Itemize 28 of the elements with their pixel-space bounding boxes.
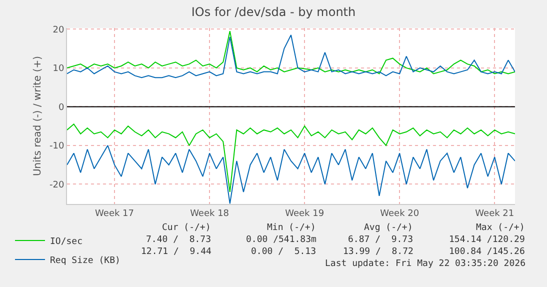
text: 13.99 / 8.72 xyxy=(343,247,414,257)
y-tick-label: 20 xyxy=(52,25,64,36)
text: 0.00 /541.83m xyxy=(246,235,316,245)
y-tick-label: 0 xyxy=(58,102,64,113)
x-tick-label: Week 20 xyxy=(380,208,420,219)
text: 0.00 / 5.13 xyxy=(251,247,316,257)
x-tick-label: Week 17 xyxy=(95,208,134,219)
text: Avg (-/+) xyxy=(364,223,413,233)
text: Max (-/+) xyxy=(476,223,525,233)
text: Last update: Fri May 22 03:35:20 2026 xyxy=(325,259,526,269)
x-tick-label: Week 19 xyxy=(285,208,324,219)
x-tick-label: Week 21 xyxy=(475,208,514,219)
y-axis-title: Units read (-) / write (+) xyxy=(32,56,44,176)
text: Min (-/+) xyxy=(267,223,316,233)
y-tick-label: 10 xyxy=(52,64,64,74)
y-tick-label: -10 xyxy=(49,142,64,152)
line-series xyxy=(67,124,515,192)
text: 154.14 /120.29 xyxy=(449,235,525,245)
text: Cur (-/+) xyxy=(162,223,211,233)
text: 12.71 / 9.44 xyxy=(141,247,212,257)
chart-title: IOs for /dev/sda - by month xyxy=(191,5,356,20)
y-tick-label: -20 xyxy=(49,180,64,190)
text: 100.84 /145.26 xyxy=(449,247,525,257)
legend-label: Req Size (KB) xyxy=(50,256,120,266)
text: 6.87 / 9.73 xyxy=(348,235,414,245)
x-tick-label: Week 18 xyxy=(190,208,230,219)
legend-label: IO/sec xyxy=(50,237,83,248)
text: 7.40 / 8.73 xyxy=(146,235,212,245)
